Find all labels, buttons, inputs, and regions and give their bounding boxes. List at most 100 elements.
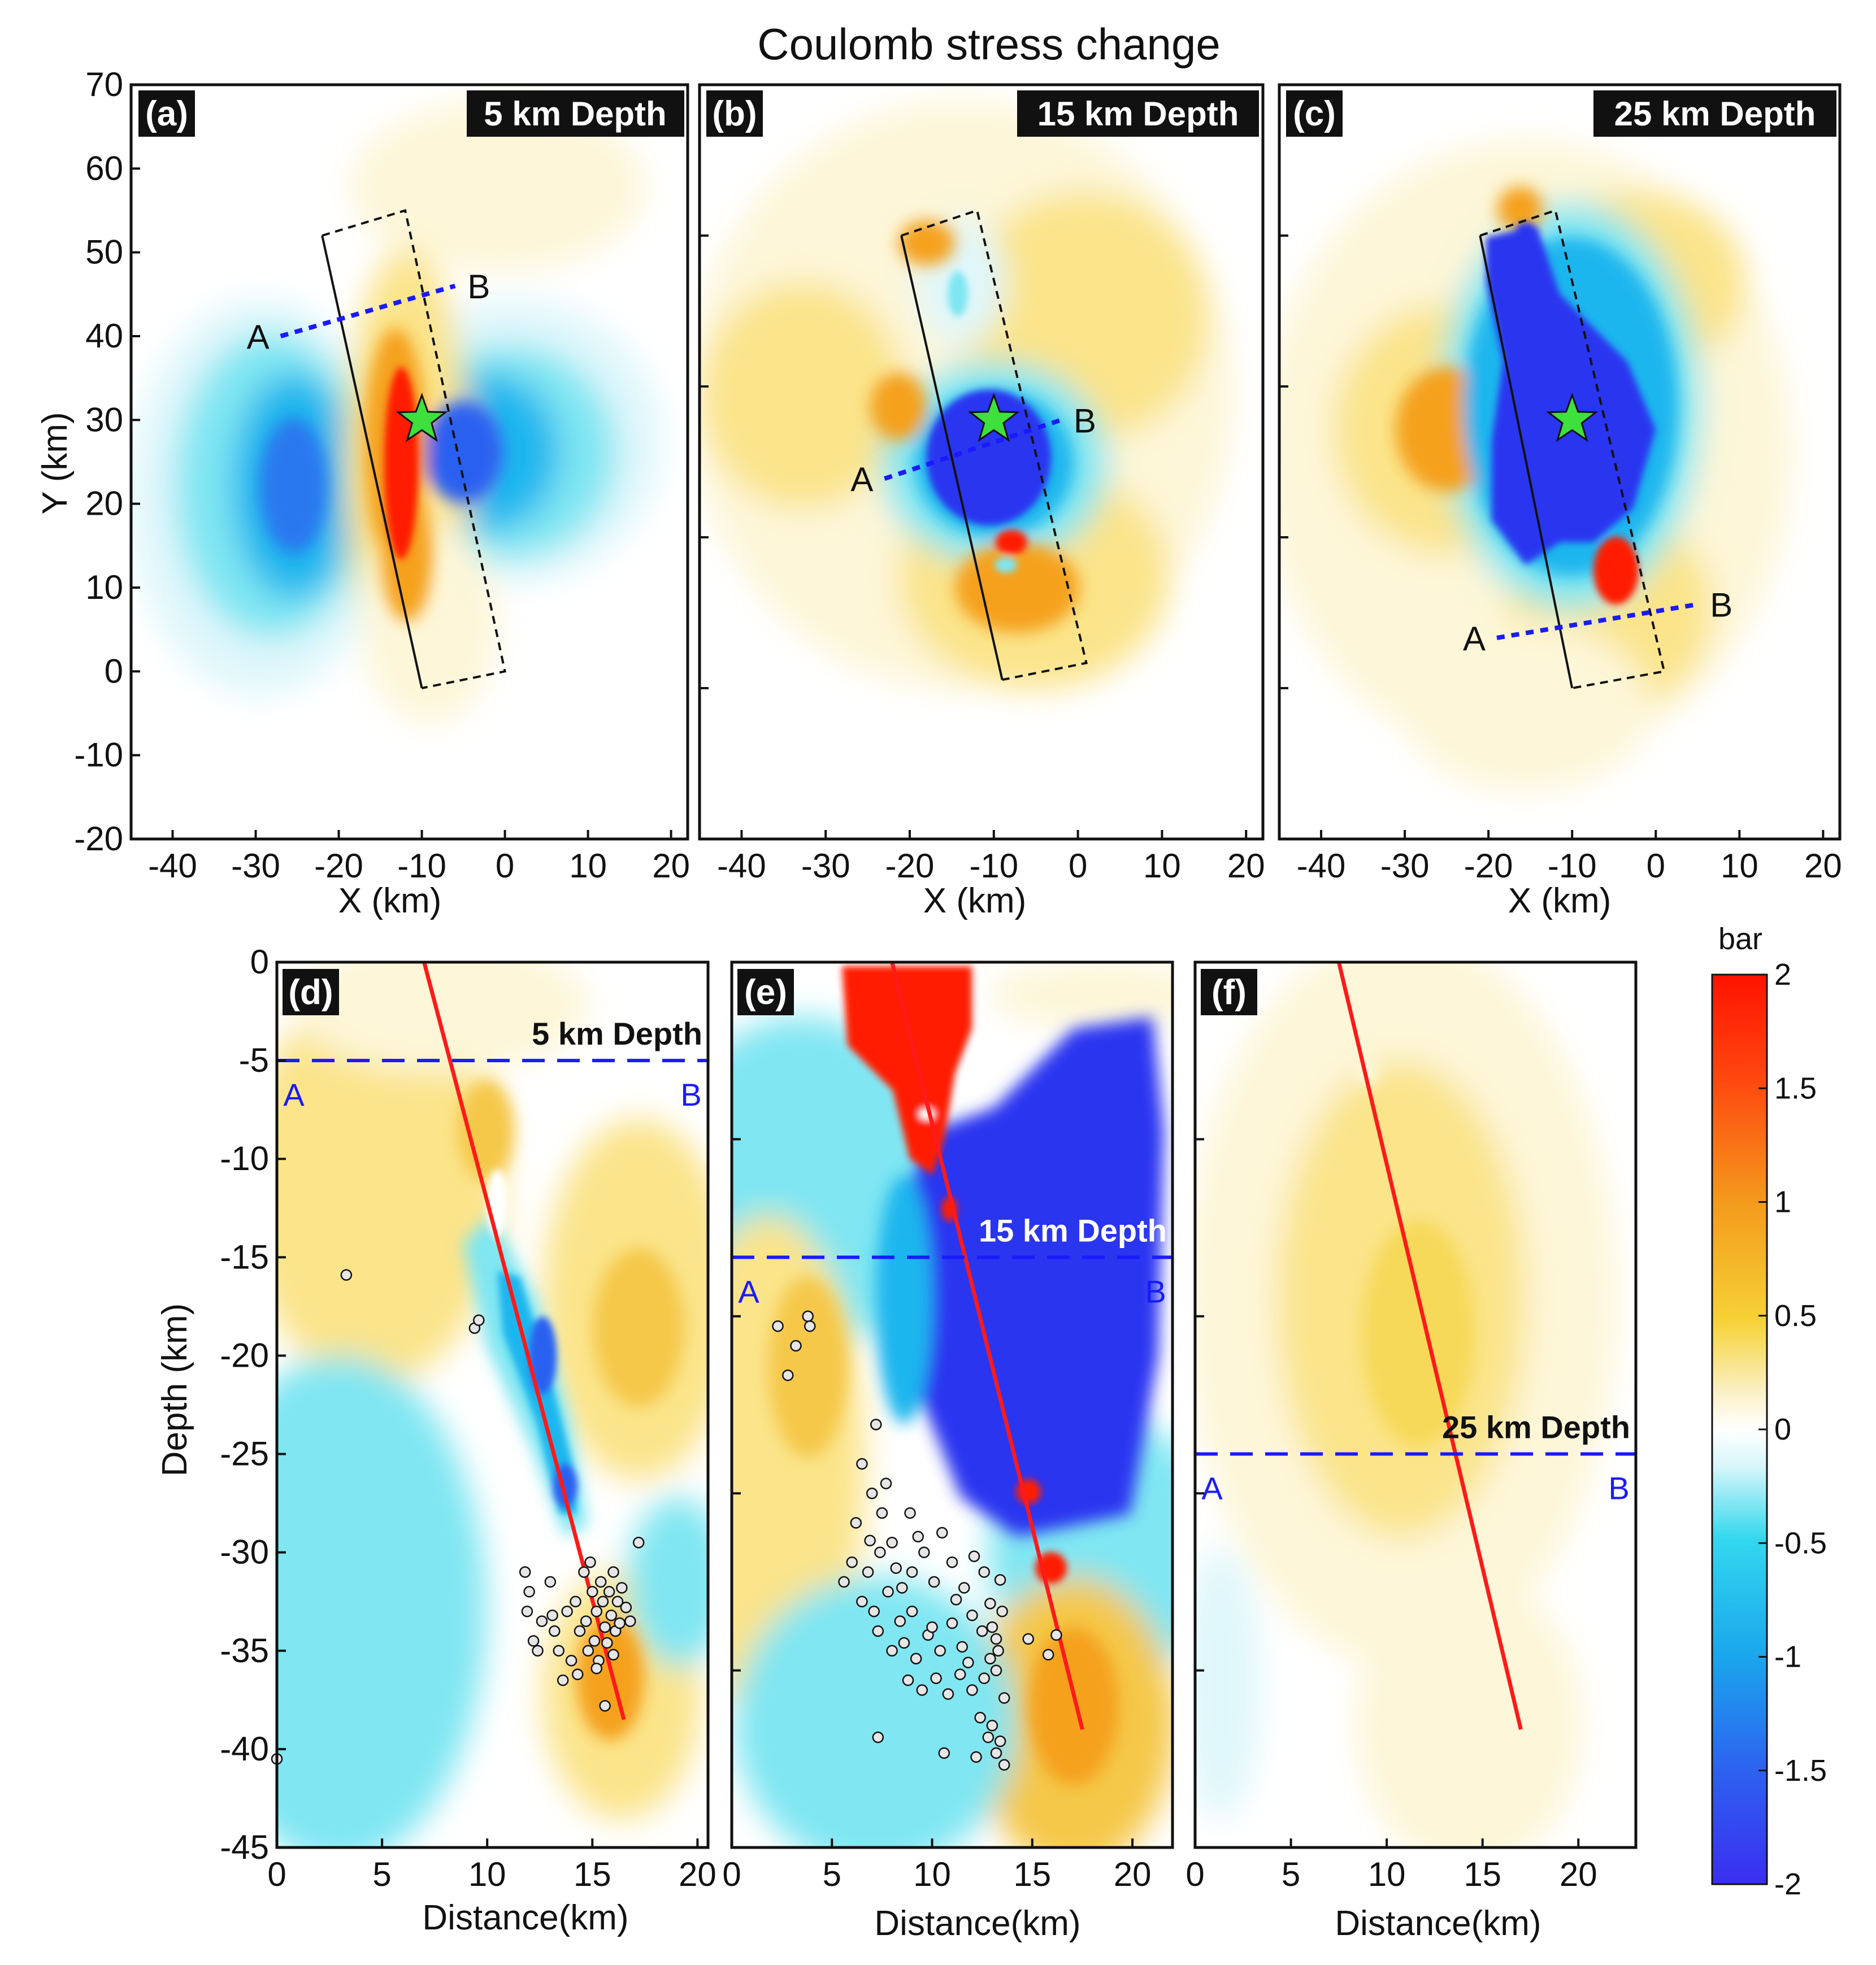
x-tick-label: 0 — [1069, 847, 1087, 885]
x-tick-label: 20 — [1227, 847, 1265, 885]
panel-b-depth-label: 15 km Depth — [1037, 95, 1239, 133]
earthquake-marker — [782, 1370, 794, 1381]
earthquake-marker — [930, 1672, 942, 1684]
panel-e-tag: (e) — [744, 973, 787, 1012]
x-tick-label: 0 — [1185, 1855, 1204, 1893]
colorbar-tick-label: 0 — [1774, 1412, 1791, 1446]
x-tick-label: -20 — [314, 847, 363, 885]
panel-e-field — [732, 962, 1172, 1847]
earthquake-marker — [599, 1621, 611, 1633]
earthquake-marker — [876, 1507, 888, 1519]
earthquake-marker — [587, 1586, 598, 1598]
earthquake-marker — [594, 1576, 607, 1588]
y-tick-label: 0 — [250, 943, 269, 981]
panel-e: A B 15 km Depth (e) 0 5 10 15 20 Distance(km) — [722, 960, 1174, 1943]
earthquake-marker — [557, 1674, 569, 1686]
panel-c-depth-label: 25 km Depth — [1614, 95, 1816, 133]
earthquake-marker — [1022, 1633, 1034, 1645]
figure-title: Coulomb stress change — [757, 19, 1220, 69]
panel-c-frame — [1278, 83, 1842, 841]
earthquake-marker — [772, 1320, 784, 1332]
x-tick-label: 20 — [679, 1855, 716, 1893]
earthquake-marker — [802, 1310, 814, 1323]
earthquake-marker — [340, 1269, 353, 1281]
earthquake-marker — [864, 1534, 876, 1547]
earthquake-marker — [590, 1605, 602, 1618]
earthquake-marker — [946, 1617, 958, 1629]
x-tick-label: 0 — [722, 1855, 741, 1893]
earthquake-marker — [519, 1566, 531, 1578]
earthquake-marker — [565, 1654, 577, 1667]
panel-c-ticks: -40 -30 -20 -10 0 10 20 — [1279, 84, 1842, 885]
colorbar-ticks: 2 1.5 1 0.5 0 -0.5 -1 -1.5 -2 — [1758, 958, 1827, 1901]
earthquake-marker — [912, 1531, 924, 1543]
y-tick-label: 30 — [85, 401, 123, 438]
earthquake-marker — [607, 1649, 619, 1660]
earthquake-marker — [950, 1593, 962, 1606]
panel-c: AB (c) 25 km Depth -40 -30 -20 -10 0 10 20 X (… — [1278, 83, 1842, 920]
epicenter-star-icon — [1546, 392, 1599, 442]
profile-end-label: B — [467, 268, 490, 306]
earthquake-marker — [890, 1562, 902, 1574]
profile-start-label: A — [850, 460, 873, 498]
earthquake-marker — [978, 1566, 990, 1578]
earthquake-marker — [790, 1340, 802, 1352]
earthquake-marker — [928, 1576, 940, 1588]
earthquake-marker — [926, 1621, 938, 1633]
y-tick-label: -15 — [220, 1238, 269, 1276]
earthquake-marker — [996, 1605, 1008, 1618]
earthquake-marker — [906, 1605, 918, 1618]
y-tick-label: -30 — [220, 1533, 269, 1571]
panel-b-field — [700, 85, 1263, 839]
earthquake-marker — [872, 1731, 884, 1744]
panel-c-overlay: AB — [1463, 208, 1732, 689]
earthquake-marker — [962, 1657, 974, 1668]
earthquake-marker — [992, 1645, 1004, 1657]
panel-c-depth-bg — [1593, 90, 1836, 137]
earthquake-marker — [590, 1662, 602, 1675]
earthquake-marker — [856, 1458, 868, 1470]
fault-trace — [1336, 962, 1523, 1730]
fault-plane-outline — [322, 208, 506, 689]
fault-plane-outline — [1479, 208, 1666, 689]
earthquake-marker — [611, 1596, 624, 1607]
panel-b: AB (b) 15 km Depth -40 -30 -20 -10 0 10 20 X (… — [698, 83, 1265, 920]
earthquake-marker — [1042, 1649, 1054, 1660]
panel-a-overlay: AB — [247, 208, 506, 689]
earthquake-marker — [527, 1635, 540, 1647]
x-tick-label: -10 — [397, 847, 446, 885]
earthquake-marker — [521, 1605, 533, 1618]
earthquake-marker — [966, 1609, 978, 1621]
earthquake-marker — [846, 1556, 858, 1568]
y-tick-label: 40 — [85, 317, 123, 355]
panel-e-overlay: A B 15 km Depth — [732, 962, 1172, 1771]
earthquake-marker — [886, 1537, 898, 1549]
x-tick-label: 10 — [468, 1855, 506, 1893]
panel-f-field — [1195, 962, 1636, 1847]
earthquake-marker — [886, 1645, 898, 1657]
earthquake-marker — [580, 1615, 592, 1627]
y-tick-label: -10 — [74, 736, 123, 774]
earthquake-marker — [986, 1621, 998, 1633]
y-tick-label: -5 — [239, 1041, 269, 1079]
panel-f-frame — [1193, 960, 1638, 1849]
panel-e-tag-bg — [737, 969, 794, 1015]
profile-end-label: B — [1074, 402, 1096, 440]
earthquake-marker — [880, 1477, 892, 1490]
epicenter-star-icon — [967, 392, 1020, 442]
earthquake-marker — [974, 1711, 986, 1724]
x-tick-label: 15 — [574, 1855, 611, 1893]
earthquake-marker — [473, 1314, 485, 1327]
fault-trace — [900, 235, 1004, 680]
earthquake-marker — [866, 1487, 878, 1499]
x-tick-label: 5 — [823, 1855, 841, 1893]
earthquake-marker — [918, 1546, 930, 1558]
earthquake-marker — [544, 1576, 557, 1588]
x-tick-label: -40 — [717, 847, 766, 885]
panel-c-tag-bg — [1286, 90, 1343, 137]
earthquake-marker — [616, 1582, 628, 1594]
y-tick-label: -20 — [220, 1336, 269, 1374]
earthquake-marker — [910, 1653, 922, 1664]
y-tick-label: 0 — [105, 652, 123, 690]
